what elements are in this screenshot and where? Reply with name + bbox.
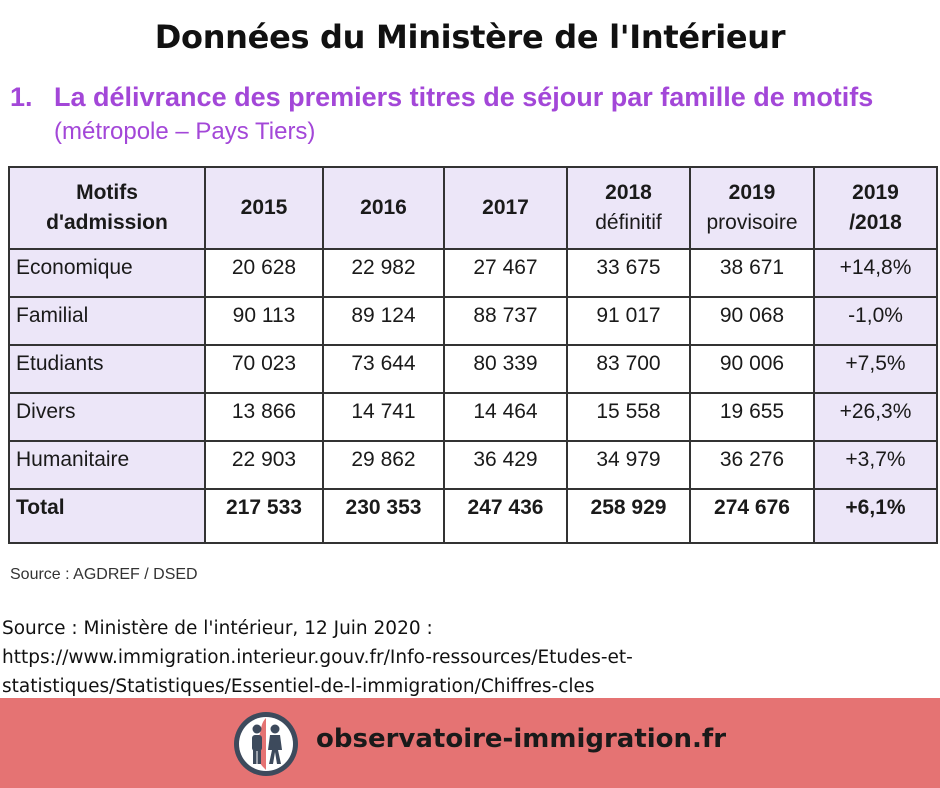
table-row-divers: Divers 13 866 14 741 14 464 15 558 19 65… bbox=[8, 392, 938, 442]
change-cell: +14,8% bbox=[813, 248, 938, 298]
table-cell: 38 671 bbox=[689, 248, 815, 298]
table-cell: 80 339 bbox=[443, 344, 568, 394]
header-2018: 2018 définitif bbox=[566, 166, 691, 250]
table-cell: 91 017 bbox=[566, 296, 691, 346]
source-url-line: https://www.immigration.interieur.gouv.f… bbox=[2, 647, 633, 668]
row-label: Etudiants bbox=[8, 344, 206, 394]
table-cell: 22 982 bbox=[322, 248, 445, 298]
table-cell: 13 866 bbox=[204, 392, 324, 442]
change-cell: +3,7% bbox=[813, 440, 938, 490]
table-source: Source : AGDREF / DSED bbox=[10, 566, 198, 583]
table-cell: 15 558 bbox=[566, 392, 691, 442]
total-cell: 274 676 bbox=[689, 488, 815, 544]
total-change-cell: +6,1% bbox=[813, 488, 938, 544]
table-cell: 34 979 bbox=[566, 440, 691, 490]
table-cell: 20 628 bbox=[204, 248, 324, 298]
table-cell: 22 903 bbox=[204, 440, 324, 490]
header-2019: 2019 provisoire bbox=[689, 166, 815, 250]
header-2015: 2015 bbox=[204, 166, 324, 250]
table-cell: 70 023 bbox=[204, 344, 324, 394]
table-cell: 29 862 bbox=[322, 440, 445, 490]
table-cell: 90 113 bbox=[204, 296, 324, 346]
data-table: Motifs d'admission 2015 2016 2017 2018 déf… bbox=[8, 166, 938, 544]
page-title: Données du Ministère de l'Intérieur bbox=[154, 18, 786, 56]
footer-banner: observatoire-immigration.fr bbox=[0, 698, 940, 788]
row-label: Economique bbox=[8, 248, 206, 298]
table-cell: 14 464 bbox=[443, 392, 568, 442]
header-2016: 2016 bbox=[322, 166, 445, 250]
table-cell: 73 644 bbox=[322, 344, 445, 394]
table-cell: 14 741 bbox=[322, 392, 445, 442]
table-cell: 89 124 bbox=[322, 296, 445, 346]
row-label: Familial bbox=[8, 296, 206, 346]
header-motifs: Motifs d'admission bbox=[8, 166, 206, 250]
table-header-row: Motifs d'admission 2015 2016 2017 2018 déf… bbox=[8, 166, 938, 250]
section-title-text: La délivrance des premiers titres de séj… bbox=[54, 82, 874, 112]
table-row-familial: Familial 90 113 89 124 88 737 91 017 90 … bbox=[8, 296, 938, 346]
row-label-total: Total bbox=[8, 488, 206, 544]
section-subtitle: (métropole – Pays Tiers) bbox=[54, 118, 316, 145]
table-row-humanitaire: Humanitaire 22 903 29 862 36 429 34 979 … bbox=[8, 440, 938, 490]
source-citation: Source : Ministère de l'intérieur, 12 Ju… bbox=[2, 614, 633, 701]
total-cell: 247 436 bbox=[443, 488, 568, 544]
section-number: 1. bbox=[10, 82, 33, 112]
source-line: Source : Ministère de l'intérieur, 12 Ju… bbox=[2, 618, 433, 639]
change-cell: -1,0% bbox=[813, 296, 938, 346]
table-cell: 19 655 bbox=[689, 392, 815, 442]
row-label: Humanitaire bbox=[8, 440, 206, 490]
section-title: 1. La délivrance des premiers titres de s… bbox=[10, 82, 873, 113]
change-cell: +26,3% bbox=[813, 392, 938, 442]
table-row-etudiants: Etudiants 70 023 73 644 80 339 83 700 90… bbox=[8, 344, 938, 394]
table-cell: 27 467 bbox=[443, 248, 568, 298]
people-walking-icon bbox=[234, 712, 298, 776]
table-cell: 36 276 bbox=[689, 440, 815, 490]
table-cell: 88 737 bbox=[443, 296, 568, 346]
total-cell: 217 533 bbox=[204, 488, 324, 544]
change-cell: +7,5% bbox=[813, 344, 938, 394]
table-cell: 36 429 bbox=[443, 440, 568, 490]
header-change: 2019/2018 bbox=[813, 166, 938, 250]
table-cell: 90 006 bbox=[689, 344, 815, 394]
source-url-line: statistiques/Statistiques/Essentiel-de-l… bbox=[2, 676, 595, 697]
table-cell: 90 068 bbox=[689, 296, 815, 346]
table-row-total: Total 217 533 230 353 247 436 258 929 27… bbox=[8, 488, 938, 544]
table-cell: 83 700 bbox=[566, 344, 691, 394]
table-cell: 33 675 bbox=[566, 248, 691, 298]
row-label: Divers bbox=[8, 392, 206, 442]
header-2017: 2017 bbox=[443, 166, 568, 250]
total-cell: 258 929 bbox=[566, 488, 691, 544]
table-row-economique: Economique 20 628 22 982 27 467 33 675 3… bbox=[8, 248, 938, 298]
site-name: observatoire-immigration.fr bbox=[316, 724, 727, 754]
total-cell: 230 353 bbox=[322, 488, 445, 544]
